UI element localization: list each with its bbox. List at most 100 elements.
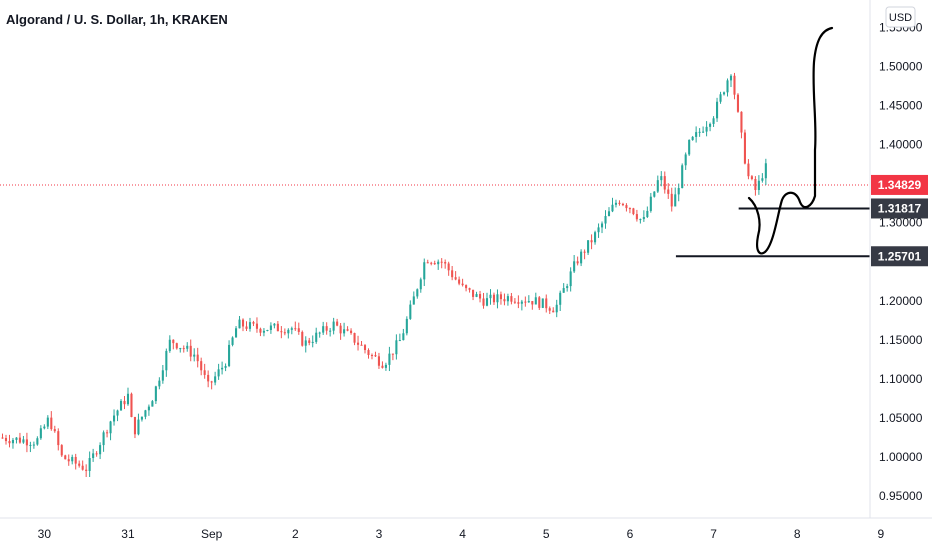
candle-body bbox=[527, 301, 530, 303]
candle-body bbox=[81, 465, 84, 470]
candle-body bbox=[642, 216, 645, 220]
candle-body bbox=[374, 355, 377, 357]
candle-body bbox=[747, 163, 750, 177]
x-tick-label: 3 bbox=[376, 527, 383, 541]
candle-body bbox=[545, 298, 548, 309]
candle-body bbox=[451, 270, 454, 278]
candle-body bbox=[53, 429, 56, 432]
candle-body bbox=[461, 283, 464, 286]
candle-body bbox=[92, 453, 95, 459]
y-tick-label: 1.40000 bbox=[879, 138, 923, 152]
candle-body bbox=[130, 393, 133, 417]
price-axis[interactable]: 0.95000 1.00000 1.05000 1.10000 1.15000 1.200… bbox=[879, 20, 923, 503]
candle-body bbox=[552, 310, 555, 313]
candle-body bbox=[336, 321, 339, 326]
candle-body bbox=[339, 325, 342, 334]
candle-body bbox=[594, 232, 597, 243]
candle-body bbox=[252, 322, 255, 324]
y-tick-label: 1.10000 bbox=[879, 372, 923, 386]
candle-body bbox=[639, 219, 642, 221]
candle-body bbox=[531, 301, 534, 305]
candle-body bbox=[618, 202, 621, 204]
candle-body bbox=[123, 400, 126, 405]
candle-body bbox=[423, 262, 426, 280]
candle-body bbox=[534, 297, 537, 305]
candle-body bbox=[200, 361, 203, 371]
candle-body bbox=[419, 279, 422, 290]
candle-body bbox=[646, 210, 649, 217]
candle-body bbox=[231, 337, 234, 345]
candle-body bbox=[137, 419, 140, 435]
candle-body bbox=[520, 301, 523, 304]
candle-body bbox=[57, 431, 60, 446]
x-tick-label: 6 bbox=[627, 527, 634, 541]
candle-body bbox=[172, 339, 175, 344]
candle-body bbox=[133, 416, 137, 435]
candle-body bbox=[8, 441, 11, 444]
candle-body bbox=[304, 340, 307, 346]
candle-body bbox=[709, 123, 712, 127]
candle-body bbox=[485, 298, 489, 306]
candle-body bbox=[315, 332, 318, 342]
candle-body bbox=[140, 416, 143, 420]
candle-body bbox=[367, 350, 370, 355]
candle-body bbox=[353, 333, 356, 343]
candle-body bbox=[266, 329, 269, 331]
level-label-2: 1.25701 bbox=[878, 249, 922, 263]
candle-body bbox=[273, 323, 276, 326]
candle-body bbox=[555, 304, 558, 313]
candle-body bbox=[478, 294, 482, 299]
candle-body bbox=[559, 292, 562, 305]
candle-body bbox=[660, 176, 663, 181]
candle-body bbox=[11, 439, 15, 444]
candle-body bbox=[729, 75, 733, 81]
candle-body bbox=[29, 444, 32, 446]
candle-body bbox=[116, 410, 119, 416]
candle-body bbox=[214, 376, 217, 383]
candle-body bbox=[234, 328, 238, 338]
candle-body bbox=[377, 356, 380, 366]
currency-badge[interactable]: USD bbox=[885, 6, 916, 28]
candle-body bbox=[433, 263, 436, 265]
time-axis[interactable]: 30 31 Sep 2 3 4 5 6 7 8 9 bbox=[38, 527, 885, 541]
candle-body bbox=[308, 340, 311, 343]
candle-body bbox=[391, 353, 394, 355]
candle-body bbox=[297, 328, 300, 332]
candle-body bbox=[454, 277, 457, 280]
candle-body bbox=[78, 463, 81, 466]
candle-body bbox=[754, 179, 757, 191]
plot-area[interactable] bbox=[0, 26, 870, 478]
candle-body bbox=[384, 364, 387, 368]
candle-body bbox=[43, 426, 46, 429]
candle-body bbox=[179, 348, 182, 350]
candle-body bbox=[663, 176, 666, 190]
candle-body bbox=[144, 410, 147, 417]
candle-body bbox=[653, 191, 656, 197]
candle-body bbox=[99, 445, 102, 455]
candle-body bbox=[402, 333, 405, 341]
candle-body bbox=[259, 328, 262, 333]
candle-body bbox=[635, 214, 638, 220]
hand-drawn-projection[interactable] bbox=[747, 26, 834, 255]
candle-body bbox=[294, 328, 297, 330]
candle-body bbox=[674, 194, 677, 207]
candle-body bbox=[18, 437, 21, 443]
candle-body bbox=[475, 294, 478, 297]
candle-body bbox=[761, 178, 764, 181]
candle-body bbox=[506, 296, 509, 302]
candle-body bbox=[356, 342, 360, 345]
candle-body bbox=[750, 176, 753, 180]
currency-label: USD bbox=[889, 12, 912, 24]
candle-body bbox=[437, 261, 440, 265]
candle-body bbox=[325, 326, 328, 331]
candle-body bbox=[168, 339, 171, 351]
candle-body bbox=[32, 444, 35, 446]
candle-body bbox=[600, 223, 604, 228]
candle-body bbox=[161, 370, 164, 381]
candle-body bbox=[238, 319, 241, 329]
x-tick-label: 31 bbox=[121, 527, 135, 541]
candle-body bbox=[590, 240, 593, 243]
candle-body bbox=[503, 299, 506, 302]
candle-body bbox=[611, 204, 614, 212]
